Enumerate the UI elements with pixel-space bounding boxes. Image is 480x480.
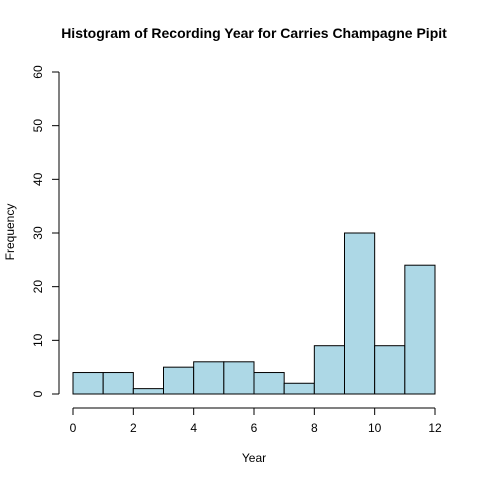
- x-tick-label: 0: [70, 421, 77, 435]
- x-tick-label: 2: [130, 421, 137, 435]
- x-tick-label: 8: [311, 421, 318, 435]
- y-tick-label: 0: [31, 390, 45, 397]
- histogram-bar: [72, 372, 104, 395]
- y-axis-label: Frequency: [3, 204, 17, 261]
- x-tick-label: 4: [190, 421, 197, 435]
- x-tick-label: 10: [368, 421, 382, 435]
- histogram-bar: [253, 372, 285, 395]
- histogram-bar: [223, 361, 255, 395]
- histogram-bar: [404, 264, 436, 395]
- histogram-bar: [344, 232, 376, 395]
- y-tick-label: 60: [31, 65, 45, 79]
- y-tick-label: 50: [31, 119, 45, 133]
- histogram-bar: [283, 382, 315, 395]
- histogram-bar: [163, 366, 195, 395]
- x-axis-label: Year: [242, 451, 266, 465]
- y-tick-label: 20: [31, 280, 45, 294]
- histogram-bar: [132, 388, 164, 395]
- histogram-bar: [313, 345, 346, 395]
- y-tick-label: 10: [31, 333, 45, 347]
- chart-title: Histogram of Recording Year for Carries …: [61, 25, 447, 41]
- y-tick-label: 30: [31, 226, 45, 240]
- x-tick-label: 6: [251, 421, 258, 435]
- x-axis: 0 2 4 6 8 10 12: [70, 407, 442, 435]
- bars-group: [72, 232, 436, 395]
- x-tick-label: 12: [428, 421, 442, 435]
- histogram-bar: [193, 361, 225, 395]
- y-axis: 0 10 20 30 40 50 60: [31, 65, 60, 397]
- y-tick-label: 40: [31, 172, 45, 186]
- histogram-bar: [374, 345, 406, 395]
- histogram-bar: [102, 372, 134, 395]
